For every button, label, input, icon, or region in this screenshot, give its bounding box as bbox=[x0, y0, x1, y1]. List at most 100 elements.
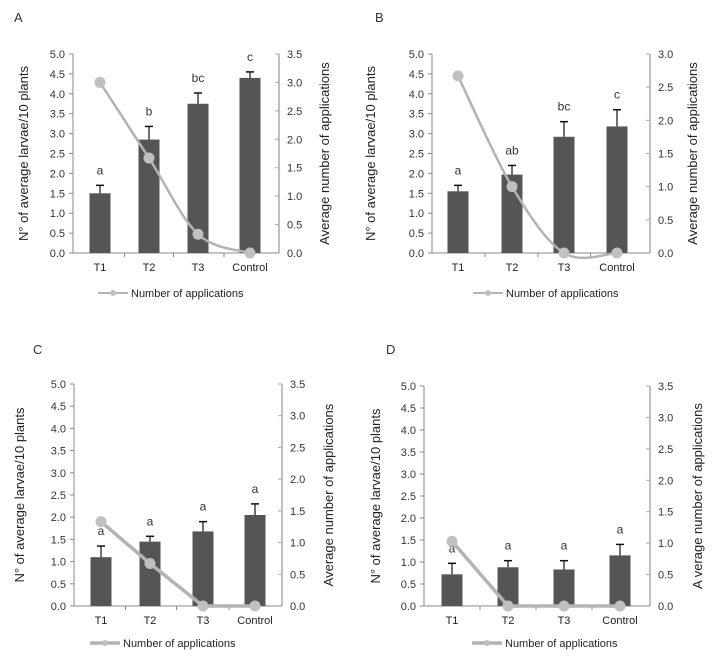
panel-b-right-tick-label: 2.0 bbox=[658, 115, 673, 127]
panel-d-left-tick-label: 4.0 bbox=[401, 425, 416, 437]
panel-c-category-label: Control bbox=[237, 615, 272, 627]
panel-d-right-tick-label: 3.5 bbox=[658, 381, 673, 393]
panel-d-left-tick-label: 5.0 bbox=[401, 381, 416, 393]
panel-c-label: C bbox=[33, 342, 42, 357]
panel-a-bar-t1 bbox=[89, 193, 111, 253]
panel-d-bar-control bbox=[609, 555, 631, 606]
panel-b-left-tick-label: 0.0 bbox=[409, 248, 424, 260]
panel-a-category-label: Control bbox=[232, 262, 267, 274]
panel-c-left-tick-label: 4.5 bbox=[51, 401, 66, 413]
panel-d-applications-point-t1 bbox=[446, 535, 458, 547]
panel-d-applications-point-t2 bbox=[502, 600, 514, 612]
panel-a-category-label: T2 bbox=[143, 262, 156, 274]
panel-b-applications-point-control bbox=[611, 247, 623, 259]
panel-a-applications-point-t2 bbox=[143, 152, 155, 164]
panel-c-applications-point-control bbox=[249, 600, 261, 612]
panel-a-left-tick-label: 0.5 bbox=[50, 228, 65, 240]
panel-a-legend-marker bbox=[110, 290, 116, 296]
panel-c-right-axis-title: Average number of applications bbox=[321, 403, 336, 586]
panel-a-category-label: T1 bbox=[94, 262, 107, 274]
panel-b-left-tick-label: 4.0 bbox=[409, 89, 424, 101]
panel-c-applications-line bbox=[99, 520, 255, 608]
panel-c-significance-t3: a bbox=[200, 500, 207, 514]
panel-b-applications-point-t2 bbox=[506, 181, 518, 193]
panel-d-left-tick-label: 0.0 bbox=[401, 601, 416, 613]
panel-b-significance-t3: bc bbox=[558, 100, 571, 114]
panel-b-legend-marker bbox=[485, 290, 491, 296]
panel-b-left-axis-title: N° of average larvae/10 plants bbox=[363, 65, 378, 241]
panel-c-left-tick-label: 3.0 bbox=[51, 468, 66, 480]
panel-c-left-tick-label: 2.0 bbox=[51, 512, 66, 524]
panel-b-legend-label: Number of applications bbox=[506, 288, 619, 300]
panel-b-applications-point-t1 bbox=[452, 70, 464, 82]
panel-b-right-tick-label: 1.0 bbox=[658, 182, 673, 194]
panel-a-left-tick-label: 1.5 bbox=[50, 188, 65, 200]
panel-d-right-tick-label: 2.0 bbox=[658, 475, 673, 487]
panel-b-category-label: T2 bbox=[506, 262, 519, 274]
panel-a-right-tick-label: 1.0 bbox=[287, 191, 302, 203]
panel-c-right-tick-label: 3.0 bbox=[290, 411, 305, 423]
panel-b-right-tick-label: 3.0 bbox=[658, 49, 673, 61]
panel-b-left-tick-label: 2.5 bbox=[409, 149, 424, 161]
panel-c-bar-t1 bbox=[90, 557, 112, 606]
panel-b-right-tick-label: 0.5 bbox=[658, 215, 673, 227]
panel-c-left-tick-label: 4.0 bbox=[51, 423, 66, 435]
panel-a-right-tick-label: 0.0 bbox=[287, 248, 302, 260]
panel-a-significance-control: c bbox=[247, 50, 253, 64]
panel-d-right-axis-title: A verage number of applications bbox=[690, 403, 705, 589]
panel-c-applications-point-t2 bbox=[144, 558, 156, 570]
panel-d-left-tick-label: 3.5 bbox=[401, 447, 416, 459]
panel-a-category-label: T3 bbox=[192, 262, 205, 274]
panel-d-right-tick-label: 1.0 bbox=[658, 538, 673, 550]
panel-d-left-tick-label: 1.5 bbox=[401, 535, 416, 547]
panel-b-left-tick-label: 5.0 bbox=[409, 49, 424, 61]
panel-b-right-tick-label: 0.0 bbox=[658, 248, 673, 260]
panel-c-right-tick-label: 1.5 bbox=[290, 506, 305, 518]
panel-c-left-axis-title: N° of average larvae/10 plants bbox=[12, 407, 27, 583]
panel-c-category-label: T1 bbox=[95, 615, 108, 627]
panel-b-bar-t3 bbox=[553, 136, 575, 253]
panel-a-applications-point-control bbox=[244, 247, 256, 259]
panel-b-significance-control: c bbox=[614, 88, 620, 102]
panel-d-legend-marker bbox=[484, 640, 490, 646]
panel-a-label: A bbox=[14, 10, 23, 25]
panel-a-left-tick-label: 4.0 bbox=[50, 89, 65, 101]
panel-a-applications-point-t3 bbox=[192, 228, 204, 240]
panel-c-right-tick-label: 1.0 bbox=[290, 538, 305, 550]
panel-b-significance-t2: ab bbox=[505, 143, 519, 157]
panel-d-bar-t1 bbox=[441, 574, 463, 606]
panel-a-right-tick-label: 3.0 bbox=[287, 77, 302, 89]
panel-d-category-label: T1 bbox=[446, 615, 459, 627]
panel-d-right-tick-label: 1.5 bbox=[658, 507, 673, 519]
panel-b-right-axis-title: Average number of applications bbox=[685, 62, 700, 245]
panel-a-bar-control bbox=[239, 77, 261, 253]
panel-a-left-tick-label: 5.0 bbox=[50, 49, 65, 61]
panel-c-right-tick-label: 2.0 bbox=[290, 474, 305, 486]
panel-c-left-tick-label: 0.0 bbox=[51, 601, 66, 613]
panel-a-left-tick-label: 0.0 bbox=[50, 248, 65, 260]
panel-d-applications-line bbox=[450, 540, 620, 608]
panel-d-significance-t3: a bbox=[561, 539, 568, 553]
panel-a-significance-t2: b bbox=[146, 104, 153, 118]
panel-c-significance-t1: a bbox=[98, 524, 105, 538]
panel-a-left-tick-label: 1.0 bbox=[50, 208, 65, 220]
panel-c-right-tick-label: 2.5 bbox=[290, 442, 305, 454]
panel-a-legend-label: Number of applications bbox=[131, 288, 244, 300]
panel-a-significance-t3: bc bbox=[192, 71, 205, 85]
panel-b-category-label: T3 bbox=[558, 262, 571, 274]
panel-a-left-tick-label: 3.5 bbox=[50, 109, 65, 121]
panel-d-left-axis-title: N° of average larvae/10 plants bbox=[368, 408, 383, 584]
panel-b-right-tick-label: 1.5 bbox=[658, 149, 673, 161]
panel-c-category-label: T2 bbox=[144, 615, 157, 627]
panel-b-category-label: Control bbox=[599, 262, 634, 274]
panel-a-applications-point-t1 bbox=[94, 76, 106, 88]
panel-c-bar-control bbox=[244, 514, 266, 606]
panel-c-applications-point-t1 bbox=[95, 516, 107, 528]
panel-c-applications-point-t3 bbox=[197, 600, 209, 612]
panel-c-right-tick-label: 0.5 bbox=[290, 569, 305, 581]
panel-a-significance-t1: a bbox=[97, 163, 104, 177]
panel-d-bar-t2 bbox=[497, 567, 519, 606]
panel-a-right-tick-label: 3.5 bbox=[287, 49, 302, 61]
panel-b-left-tick-label: 4.5 bbox=[409, 69, 424, 81]
